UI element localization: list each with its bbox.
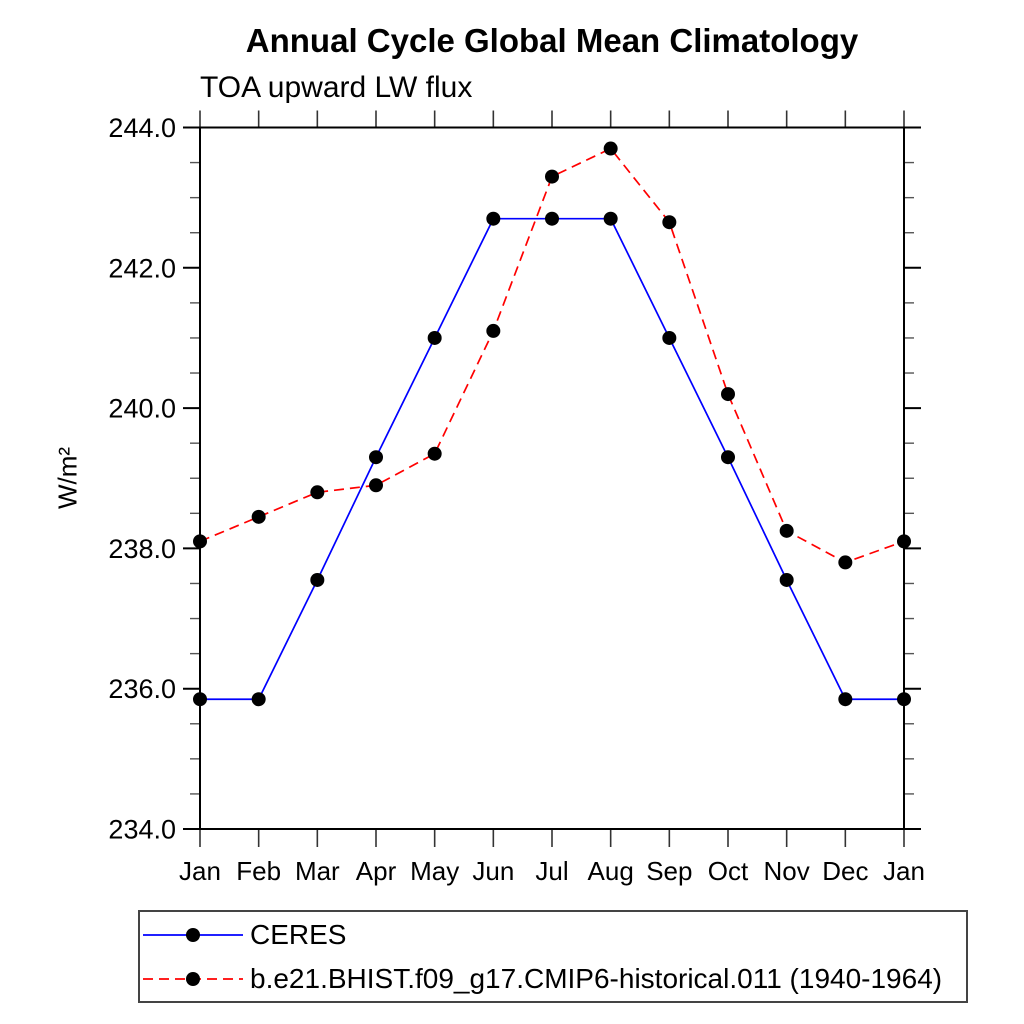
data-point-marker — [251, 692, 266, 707]
data-point-marker — [310, 572, 325, 587]
data-point-marker — [193, 534, 207, 549]
y-tick-label: 238.0 — [108, 534, 176, 564]
y-tick-label: 240.0 — [108, 394, 176, 424]
data-point-marker — [721, 450, 735, 465]
legend-marker — [186, 971, 200, 986]
data-point-marker — [779, 572, 794, 587]
data-point-marker — [369, 450, 383, 465]
x-tick-label: May — [410, 856, 459, 886]
x-tick-label: Nov — [764, 856, 810, 886]
y-tick-label: 236.0 — [108, 674, 176, 704]
x-tick-label: Sep — [646, 856, 692, 886]
series-line-1 — [199, 147, 905, 564]
chart-subtitle: TOA upward LW flux — [200, 71, 473, 104]
legend-line-sample — [143, 927, 243, 942]
x-tick-label: Jun — [472, 856, 514, 886]
data-point-marker — [427, 330, 442, 345]
data-point-marker — [897, 692, 911, 707]
series-line-0 — [200, 217, 904, 701]
data-point-marker — [251, 509, 266, 524]
x-tick-label: Aug — [588, 856, 634, 886]
x-tick-label: Jan — [179, 856, 221, 886]
x-tick-label: Jul — [535, 856, 568, 886]
chart-title: Annual Cycle Global Mean Climatology — [245, 22, 859, 59]
data-point-marker — [603, 211, 618, 226]
x-tick-label: Dec — [822, 856, 868, 886]
legend-marker — [186, 927, 200, 942]
data-point-marker — [427, 446, 442, 461]
legend-line-sample — [143, 971, 243, 986]
data-point-marker — [779, 523, 794, 538]
data-point-marker — [721, 387, 735, 402]
data-point-marker — [838, 692, 853, 707]
x-tick-label: Feb — [236, 856, 281, 886]
data-point-marker — [662, 330, 677, 345]
legend-box: CERES b.e21.BHIST.f09_g17.CMIP6-historica… — [138, 910, 968, 1003]
data-point-marker — [897, 534, 911, 549]
y-tick-label: 234.0 — [108, 815, 176, 845]
legend-item-0: CERES — [140, 913, 966, 957]
data-point-marker — [369, 478, 383, 493]
data-point-marker — [838, 555, 853, 570]
y-tick-label: 242.0 — [108, 253, 176, 283]
data-point-marker — [662, 215, 677, 230]
plot-frame — [199, 126, 905, 830]
y-tick-label: 244.0 — [108, 113, 176, 143]
data-point-marker — [193, 692, 207, 707]
data-point-marker — [310, 485, 325, 500]
x-tick-label: Oct — [708, 856, 749, 886]
x-tick-label: Apr — [356, 856, 397, 886]
data-point-marker — [603, 141, 618, 156]
legend-label: CERES — [250, 918, 347, 950]
data-point-marker — [486, 211, 501, 226]
data-point-marker — [545, 211, 559, 226]
legend-item-1: b.e21.BHIST.f09_g17.CMIP6-historical.011… — [140, 957, 966, 1001]
legend-label: b.e21.BHIST.f09_g17.CMIP6-historical.011… — [250, 962, 943, 994]
data-point-marker — [545, 169, 559, 184]
data-point-marker — [486, 323, 501, 338]
x-tick-label: Jan — [883, 856, 925, 886]
x-tick-label: Mar — [295, 856, 340, 886]
